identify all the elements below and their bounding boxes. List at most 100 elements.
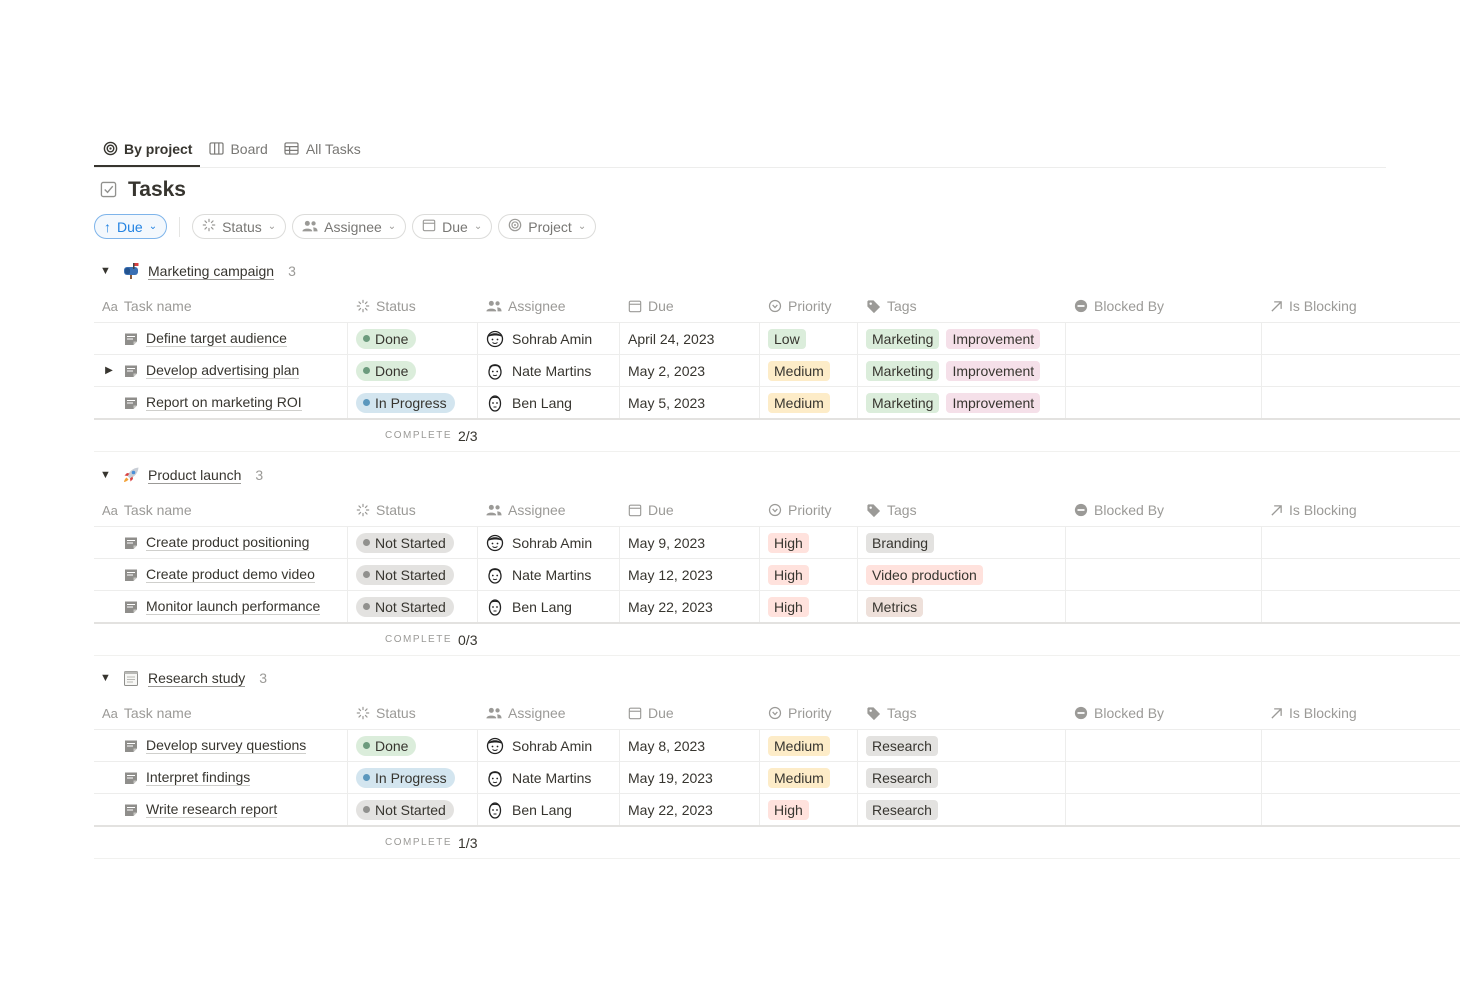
task-name[interactable]: Create product demo video: [146, 566, 315, 583]
column-header-due[interactable]: Due: [620, 697, 760, 729]
priority-cell[interactable]: Low: [760, 323, 858, 354]
due-cell[interactable]: April 24, 2023: [620, 323, 760, 354]
column-header-task-name[interactable]: Aa Task name: [94, 697, 348, 729]
assignee-cell[interactable]: Nate Martins: [478, 355, 620, 386]
tags-cell[interactable]: Research: [858, 794, 1066, 825]
collapse-triangle-icon[interactable]: ▼: [100, 469, 111, 481]
status-cell[interactable]: Done: [348, 730, 478, 761]
is-blocking-cell[interactable]: [1262, 527, 1460, 558]
blocked-by-cell[interactable]: [1066, 730, 1262, 761]
status-cell[interactable]: Not Started: [348, 527, 478, 558]
task-name-cell[interactable]: Report on marketing ROI: [94, 387, 348, 418]
is-blocking-cell[interactable]: [1262, 794, 1460, 825]
due-cell[interactable]: May 9, 2023: [620, 527, 760, 558]
collapse-triangle-icon[interactable]: ▼: [100, 265, 111, 277]
blocked-by-cell[interactable]: [1066, 323, 1262, 354]
is-blocking-cell[interactable]: [1262, 387, 1460, 418]
column-header-due[interactable]: Due: [620, 494, 760, 526]
sort-due-pill[interactable]: ↑ Due ⌄: [94, 214, 168, 239]
blocked-by-cell[interactable]: [1066, 591, 1262, 622]
priority-cell[interactable]: Medium: [760, 762, 858, 793]
table-row[interactable]: Define target audience Done Sohrab Amin …: [94, 323, 1460, 355]
status-cell[interactable]: Not Started: [348, 794, 478, 825]
task-name-cell[interactable]: Monitor launch performance: [94, 591, 348, 622]
blocked-by-cell[interactable]: [1066, 762, 1262, 793]
table-row[interactable]: Develop survey questions Done Sohrab Ami…: [94, 730, 1460, 762]
task-name[interactable]: Report on marketing ROI: [146, 394, 302, 411]
is-blocking-cell[interactable]: [1262, 730, 1460, 761]
tab-by-project[interactable]: By project: [94, 132, 201, 167]
group-header[interactable]: ▼ Product launch 3: [94, 462, 1460, 488]
tags-cell[interactable]: Marketing Improvement: [858, 387, 1066, 418]
column-header-due[interactable]: Due: [620, 290, 760, 322]
status-cell[interactable]: Done: [348, 323, 478, 354]
column-header-is-blocking[interactable]: Is Blocking: [1262, 697, 1460, 729]
assignee-cell[interactable]: Ben Lang: [478, 387, 620, 418]
table-row[interactable]: Create product demo video Not Started Na…: [94, 559, 1460, 591]
due-cell[interactable]: May 5, 2023: [620, 387, 760, 418]
column-header-blocked-by[interactable]: Blocked By: [1066, 494, 1262, 526]
collapse-triangle-icon[interactable]: ▼: [100, 672, 111, 684]
status-cell[interactable]: In Progress: [348, 762, 478, 793]
column-header-blocked-by[interactable]: Blocked By: [1066, 697, 1262, 729]
is-blocking-cell[interactable]: [1262, 559, 1460, 590]
due-cell[interactable]: May 22, 2023: [620, 591, 760, 622]
status-cell[interactable]: Done: [348, 355, 478, 386]
table-row[interactable]: Monitor launch performance Not Started B…: [94, 591, 1460, 624]
group-header[interactable]: ▼ Marketing campaign 3: [94, 258, 1460, 284]
task-name[interactable]: Define target audience: [146, 330, 287, 347]
task-name-cell[interactable]: Develop survey questions: [94, 730, 348, 761]
status-cell[interactable]: In Progress: [348, 387, 478, 418]
table-row[interactable]: ▶ Develop advertising plan Done Nate Mar…: [94, 355, 1460, 387]
group-name[interactable]: Marketing campaign: [148, 262, 275, 280]
assignee-cell[interactable]: Sohrab Amin: [478, 323, 620, 354]
priority-cell[interactable]: Medium: [760, 355, 858, 386]
column-header-assignee[interactable]: Assignee: [478, 697, 620, 729]
due-cell[interactable]: May 8, 2023: [620, 730, 760, 761]
priority-cell[interactable]: High: [760, 527, 858, 558]
priority-cell[interactable]: Medium: [760, 387, 858, 418]
task-name[interactable]: Write research report: [146, 801, 278, 818]
column-header-is-blocking[interactable]: Is Blocking: [1262, 494, 1460, 526]
task-name-cell[interactable]: Write research report: [94, 794, 348, 825]
tags-cell[interactable]: Research: [858, 730, 1066, 761]
status-cell[interactable]: Not Started: [348, 591, 478, 622]
column-header-tags[interactable]: Tags: [858, 290, 1066, 322]
task-name[interactable]: Monitor launch performance: [146, 598, 321, 615]
filter-status-pill[interactable]: Status ⌄: [192, 214, 287, 239]
column-header-status[interactable]: Status: [348, 697, 478, 729]
column-header-assignee[interactable]: Assignee: [478, 494, 620, 526]
table-row[interactable]: Report on marketing ROI In Progress Ben …: [94, 387, 1460, 420]
tags-cell[interactable]: Marketing Improvement: [858, 355, 1066, 386]
priority-cell[interactable]: High: [760, 591, 858, 622]
column-header-priority[interactable]: Priority: [760, 494, 858, 526]
group-name[interactable]: Research study: [148, 669, 246, 687]
assignee-cell[interactable]: Ben Lang: [478, 794, 620, 825]
filter-due-pill[interactable]: Due ⌄: [412, 214, 493, 239]
due-cell[interactable]: May 22, 2023: [620, 794, 760, 825]
priority-cell[interactable]: High: [760, 794, 858, 825]
column-header-blocked-by[interactable]: Blocked By: [1066, 290, 1262, 322]
is-blocking-cell[interactable]: [1262, 591, 1460, 622]
task-name[interactable]: Develop advertising plan: [146, 362, 300, 379]
column-header-status[interactable]: Status: [348, 494, 478, 526]
tags-cell[interactable]: Research: [858, 762, 1066, 793]
assignee-cell[interactable]: Nate Martins: [478, 559, 620, 590]
filter-assignee-pill[interactable]: Assignee ⌄: [292, 214, 407, 239]
filter-project-pill[interactable]: Project ⌄: [498, 214, 597, 239]
task-name[interactable]: Develop survey questions: [146, 737, 307, 754]
task-name-cell[interactable]: ▶ Develop advertising plan: [94, 355, 348, 386]
assignee-cell[interactable]: Sohrab Amin: [478, 527, 620, 558]
status-cell[interactable]: Not Started: [348, 559, 478, 590]
is-blocking-cell[interactable]: [1262, 762, 1460, 793]
column-header-status[interactable]: Status: [348, 290, 478, 322]
task-name-cell[interactable]: Create product demo video: [94, 559, 348, 590]
column-header-assignee[interactable]: Assignee: [478, 290, 620, 322]
column-header-is-blocking[interactable]: Is Blocking: [1262, 290, 1460, 322]
assignee-cell[interactable]: Sohrab Amin: [478, 730, 620, 761]
column-header-task-name[interactable]: Aa Task name: [94, 290, 348, 322]
group-header[interactable]: ▼ Research study 3: [94, 665, 1460, 691]
column-header-priority[interactable]: Priority: [760, 290, 858, 322]
task-name[interactable]: Interpret findings: [146, 769, 251, 786]
blocked-by-cell[interactable]: [1066, 527, 1262, 558]
